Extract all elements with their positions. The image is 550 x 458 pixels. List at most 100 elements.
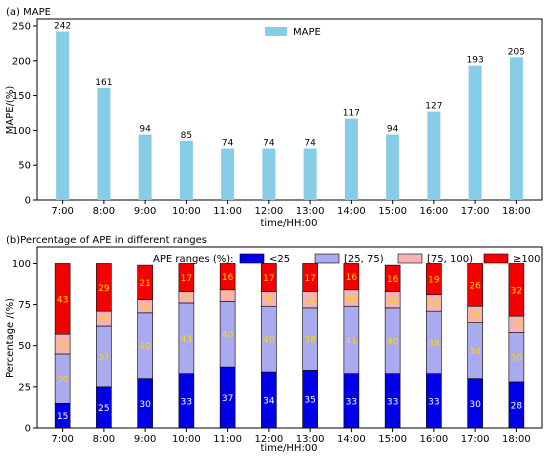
segment-label-25-10-00: 33 bbox=[181, 397, 192, 407]
segment-label-25-12-00: 34 bbox=[263, 397, 275, 407]
bar-value-label-18-00: 205 bbox=[508, 47, 525, 57]
bar-value-label-17-00: 193 bbox=[467, 56, 484, 66]
bar-8-00 bbox=[97, 87, 111, 200]
x-tick-label-16-00: 16:00 bbox=[419, 206, 448, 217]
segment-label-75-100-14-00: 10 bbox=[346, 295, 358, 305]
segment-100-9-00 bbox=[137, 264, 153, 300]
x-tick-label-14-00: 14:00 bbox=[337, 206, 366, 217]
legend-swatch-75-100 bbox=[397, 253, 423, 264]
panel-a-y-axis-label: MAPE/(%) bbox=[5, 86, 16, 135]
segment-label-100-8-00: 29 bbox=[98, 284, 110, 294]
y-tick-label-150: 150 bbox=[12, 91, 31, 102]
bar-15-00 bbox=[386, 134, 400, 200]
panel-a-mape-chart: (a) MAPE 0 50 100 150 200 250 7:00 8:00 9:00 10:… bbox=[5, 7, 543, 229]
segment-label-75-100-8-00: 9 bbox=[101, 315, 107, 325]
segment-100-7-00 bbox=[54, 263, 71, 335]
segment-label-100-18-00: 32 bbox=[511, 286, 522, 296]
x-tick-label-11-00: 11:00 bbox=[213, 434, 242, 445]
bar-9-00 bbox=[138, 134, 152, 200]
panel-a-x-axis: 7:00 8:00 9:00 10:00 11:00 12:00 13:00 14:00 15:… bbox=[51, 200, 531, 217]
y-tick-label-0: 0 bbox=[25, 196, 31, 207]
segment-label-25-75-18-00: 30 bbox=[511, 354, 523, 364]
segment-100-17-00 bbox=[467, 263, 483, 307]
segment-label-25-75-7-00: 30 bbox=[57, 375, 69, 385]
x-tick-label-17-00: 17:00 bbox=[461, 206, 490, 217]
bar-12-00 bbox=[262, 148, 276, 200]
segment-label-100-14-00: 16 bbox=[346, 273, 358, 283]
legend-label-lt25: <25 bbox=[269, 254, 290, 265]
x-tick-label-15-00: 15:00 bbox=[378, 206, 407, 217]
segment-label-75-100-13-00: 10 bbox=[304, 296, 316, 306]
segment-label-75-100-12-00: 9 bbox=[266, 295, 272, 305]
panel-b-y-axis-label: Percentage /(%) bbox=[5, 298, 16, 378]
panel-a-title: (a) MAPE bbox=[6, 7, 51, 18]
legend-swatch-ge100 bbox=[483, 253, 509, 264]
x-tick-label-7-00: 7:00 bbox=[51, 434, 73, 445]
bar-value-label-16-00: 127 bbox=[425, 102, 442, 112]
segment-label-100-7-00: 43 bbox=[57, 295, 68, 305]
panel-b-stacked-bars bbox=[54, 263, 525, 429]
x-tick-label-9-00: 9:00 bbox=[134, 434, 156, 445]
x-tick-label-14-00: 14:00 bbox=[337, 434, 366, 445]
bar-value-label-12-00: 74 bbox=[263, 138, 275, 148]
y-tick-label-250: 250 bbox=[12, 21, 31, 32]
segment-label-25-16-00: 33 bbox=[428, 397, 439, 407]
legend-swatch-lt25 bbox=[239, 253, 265, 264]
segment-label-100-16-00: 19 bbox=[428, 276, 440, 286]
segment-label-25-11-00: 37 bbox=[222, 394, 233, 404]
segment-100-13-00 bbox=[302, 263, 318, 292]
bar-13-00 bbox=[303, 148, 317, 200]
x-tick-label-15-00: 15:00 bbox=[378, 434, 407, 445]
segment-label-100-15-00: 16 bbox=[387, 275, 399, 285]
bar-value-label-9-00: 94 bbox=[139, 125, 151, 135]
x-tick-label-18-00: 18:00 bbox=[502, 434, 531, 445]
bar-14-00 bbox=[344, 118, 358, 200]
segment-label-100-11-00: 16 bbox=[222, 273, 234, 283]
segment-label-100-17-00: 26 bbox=[469, 281, 481, 291]
x-tick-label-10-00: 10:00 bbox=[172, 434, 201, 445]
legend-label-25-75: [25, 75) bbox=[344, 254, 384, 265]
segment-label-25-75-9-00: 40 bbox=[139, 342, 151, 352]
panel-b-ape-chart: (b)Percentage of APE in different ranges… bbox=[5, 235, 543, 454]
x-tick-label-10-00: 10:00 bbox=[172, 206, 201, 217]
bar-10-00 bbox=[179, 140, 193, 200]
segment-100-16-00 bbox=[426, 263, 442, 296]
segment-label-100-10-00: 17 bbox=[181, 274, 192, 284]
legend-title: APE ranges (%): bbox=[153, 254, 234, 265]
panel-a-plot-frame bbox=[36, 18, 543, 201]
segment-label-75-100-15-00: 10 bbox=[387, 296, 399, 306]
segment-label-25-8-00: 25 bbox=[98, 404, 109, 414]
bar-value-label-14-00: 117 bbox=[343, 109, 360, 119]
segment-label-25-75-11-00: 40 bbox=[222, 331, 234, 341]
segment-label-25-75-8-00: 37 bbox=[98, 353, 109, 363]
segment-label-75-100-7-00: 12 bbox=[57, 341, 68, 351]
segment-label-75-100-10-00: 7 bbox=[184, 294, 190, 304]
segment-label-25-75-12-00: 40 bbox=[263, 336, 275, 346]
bar-16-00 bbox=[427, 111, 441, 200]
x-tick-label-17-00: 17:00 bbox=[461, 434, 490, 445]
panel-b-segment-labels: 15 30 12 43 25 37 9 29 30 40 8 21 33 43 7 17 37 40 7 16 34 40… bbox=[57, 273, 522, 422]
panel-a-bars bbox=[56, 31, 523, 201]
x-tick-label-7-00: 7:00 bbox=[51, 206, 73, 217]
legend-label-mape: MAPE bbox=[293, 27, 321, 38]
segment-label-75-100-11-00: 7 bbox=[225, 292, 231, 302]
segment-label-25-14-00: 33 bbox=[346, 397, 357, 407]
legend-label-ge100: ≥100 bbox=[513, 254, 540, 265]
panel-b-y-axis: 0 25 50 75 100 bbox=[12, 259, 37, 435]
segment-label-75-100-9-00: 8 bbox=[142, 303, 148, 313]
segment-label-100-13-00: 17 bbox=[304, 274, 315, 284]
segment-label-25-75-17-00: 34 bbox=[469, 347, 481, 357]
segment-100-12-00 bbox=[261, 263, 277, 292]
x-tick-label-12-00: 12:00 bbox=[254, 206, 283, 217]
segment-label-75-100-16-00: 10 bbox=[428, 299, 440, 309]
panel-b-legend: APE ranges (%): <25 [25, 75) [75, 100) ≥… bbox=[153, 253, 540, 265]
x-tick-label-11-00: 11:00 bbox=[213, 206, 242, 217]
bar-18-00 bbox=[509, 57, 523, 201]
y-tick-label-100: 100 bbox=[12, 126, 31, 137]
y-tick-label-50: 50 bbox=[18, 161, 31, 172]
legend-swatch-mape bbox=[265, 27, 287, 36]
segment-label-25-75-14-00: 41 bbox=[346, 336, 357, 346]
segment-label-25-75-16-00: 38 bbox=[428, 339, 440, 349]
segment-100-11-00 bbox=[219, 263, 236, 291]
